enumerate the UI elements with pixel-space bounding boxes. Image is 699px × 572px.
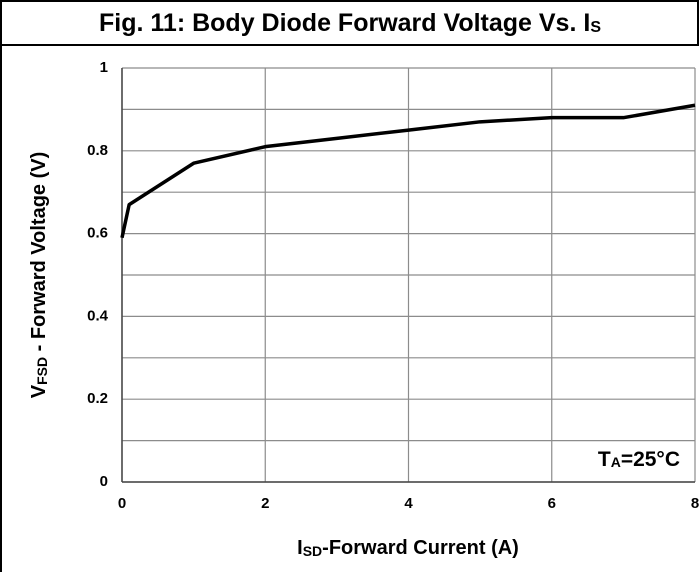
chart-title: Fig. 11: Body Diode Forward Voltage Vs. …: [99, 9, 601, 37]
text-part: V: [28, 384, 50, 398]
y-axis-label: VFSD - Forward Voltage (V): [28, 152, 50, 399]
x-tick-label: 8: [691, 495, 699, 512]
text-part: S: [590, 19, 601, 36]
text-part: SD: [303, 543, 322, 559]
y-tick-label: 0.2: [87, 390, 108, 407]
text-part: A: [611, 454, 621, 470]
text-part: =25°C: [621, 448, 680, 471]
y-tick-label: 0: [100, 473, 108, 490]
text-part: -Forward Current (A): [322, 537, 519, 559]
text-part: Fig. 11: Body Diode Forward Voltage Vs. …: [99, 9, 590, 37]
x-tick-label: 0: [118, 495, 126, 512]
x-tick-label: 4: [404, 495, 413, 512]
x-tick-label: 6: [548, 495, 556, 512]
text-part: - Forward Voltage (V): [28, 152, 50, 357]
text-part: I: [297, 537, 303, 559]
y-tick-label: 0.4: [87, 307, 109, 324]
title-box: [0, 0, 699, 46]
y-tick-label: 0.8: [87, 142, 108, 159]
data-line: [120, 103, 696, 239]
annotation: TA=25°C: [598, 448, 680, 471]
text-part: FSD: [34, 357, 50, 385]
x-tick-label: 2: [261, 495, 269, 512]
x-axis-label: ISD-Forward Current (A): [297, 537, 519, 559]
y-tick-label: 0.6: [87, 225, 108, 242]
text-part: T: [598, 448, 611, 471]
y-tick-label: 1: [100, 59, 108, 76]
